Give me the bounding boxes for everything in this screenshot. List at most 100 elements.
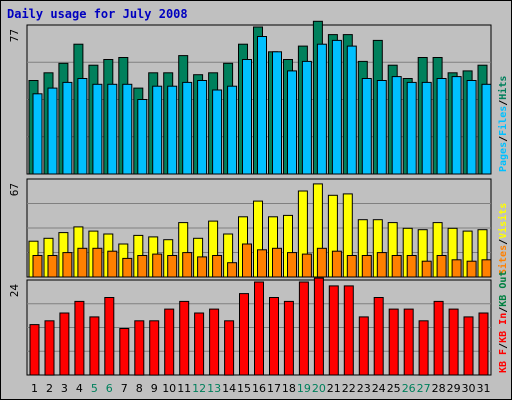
bar-files — [227, 85, 238, 175]
bar-kb_in — [358, 316, 369, 376]
bar-files — [92, 83, 103, 175]
bar-sites — [272, 247, 282, 278]
x-tick-label: 13 — [207, 382, 221, 395]
bar-sites — [122, 257, 133, 278]
bar-files — [197, 80, 208, 175]
bar-files — [107, 83, 118, 175]
bar-files — [287, 70, 297, 175]
x-tick-label: 29 — [447, 382, 461, 395]
x-tick-label: 18 — [282, 382, 296, 395]
x-tick-label: 20 — [312, 382, 326, 395]
legend: Pages/Files/Hits — [497, 76, 509, 172]
bar-sites — [376, 252, 387, 278]
bar-sites — [197, 256, 208, 278]
bar-sites — [331, 250, 342, 278]
bar-kb_in — [149, 320, 160, 376]
bar-sites — [32, 255, 43, 278]
bar-files — [242, 59, 252, 175]
bar-kb_in — [283, 300, 294, 376]
bar-kb_in — [433, 300, 444, 376]
x-tick-label: 7 — [121, 382, 128, 395]
bar-kb_in — [134, 320, 145, 376]
bar-kb_in — [373, 297, 384, 376]
bar-files — [331, 39, 342, 175]
bar-files — [212, 89, 223, 175]
x-tick-label: 14 — [222, 382, 236, 395]
bar-kb_in — [164, 308, 175, 376]
x-tick-label: 26 — [402, 382, 416, 395]
x-tick-label: 16 — [252, 382, 266, 395]
x-tick-label: 6 — [106, 382, 113, 395]
bar-files — [182, 81, 193, 175]
x-tick-label: 3 — [61, 382, 68, 395]
x-tick-label: 21 — [327, 382, 341, 395]
x-tick-label: 17 — [267, 382, 281, 395]
bar-sites — [361, 255, 372, 278]
legend-entry: Hits — [497, 76, 509, 100]
bar-kb_in — [418, 320, 429, 376]
bar-sites — [167, 255, 178, 278]
bar-files — [436, 78, 447, 175]
legend-entry: Visits — [497, 203, 509, 239]
x-tick-label: 30 — [462, 382, 476, 395]
x-tick-label: 2 — [46, 382, 53, 395]
bar-sites — [436, 255, 447, 278]
legend-entry: / — [498, 307, 509, 313]
bar-kb_in — [179, 300, 190, 376]
bar-files — [257, 36, 267, 175]
bar-sites — [316, 247, 327, 278]
bar-kb_in — [209, 308, 220, 376]
bar-kb_in — [388, 308, 399, 376]
bar-sites — [77, 247, 88, 278]
bar-files — [346, 45, 357, 175]
y-max-label: 24 — [8, 284, 21, 298]
bar-sites — [346, 255, 357, 278]
bar-sites — [287, 252, 297, 278]
bar-sites — [92, 247, 103, 278]
x-tick-label: 1 — [31, 382, 38, 395]
legend-entry: / — [498, 136, 509, 142]
legend-entry: KB Out — [498, 271, 509, 307]
x-tick-label: 8 — [136, 382, 143, 395]
bar-files — [316, 43, 327, 175]
bar-sites — [481, 259, 492, 278]
legend-entry: Pages — [498, 142, 509, 172]
bar-kb_in — [224, 320, 235, 376]
bar-kb_in — [269, 297, 279, 376]
bar-kb_in — [104, 297, 115, 376]
bar-kb_in — [478, 312, 489, 376]
bar-sites — [47, 255, 58, 278]
bar-kb_in — [343, 285, 354, 376]
bar-kb_in — [74, 300, 85, 376]
bar-kb_in — [239, 293, 249, 376]
bar-files — [167, 85, 178, 175]
bar-sites — [301, 253, 312, 278]
bar-kb_in — [44, 320, 55, 376]
bar-sites — [257, 249, 267, 278]
legend-entry: KB F — [498, 349, 509, 373]
bar-kb_in — [463, 316, 474, 376]
bar-sites — [107, 250, 118, 278]
bar-files — [137, 99, 148, 175]
x-tick-label: 22 — [342, 382, 356, 395]
bar-files — [272, 51, 282, 175]
bar-sites — [406, 255, 417, 278]
bar-sites — [466, 260, 477, 278]
bar-sites — [227, 262, 238, 278]
y-max-label: 77 — [8, 29, 21, 42]
x-tick-label: 4 — [76, 382, 83, 395]
y-max-label: 67 — [8, 183, 21, 196]
bar-files — [62, 81, 73, 175]
x-tick-label: 24 — [372, 382, 386, 395]
legend-entry: Sites — [497, 245, 509, 275]
x-tick-label: 15 — [237, 382, 251, 395]
legend-entry: / — [498, 343, 509, 349]
x-tick-label: 27 — [417, 382, 431, 395]
bar-kb_in — [328, 285, 339, 376]
bar-sites — [182, 252, 193, 278]
bar-sites — [137, 255, 148, 278]
bar-files — [481, 83, 492, 175]
bar-kb_in — [29, 324, 40, 376]
bar-files — [77, 78, 88, 175]
